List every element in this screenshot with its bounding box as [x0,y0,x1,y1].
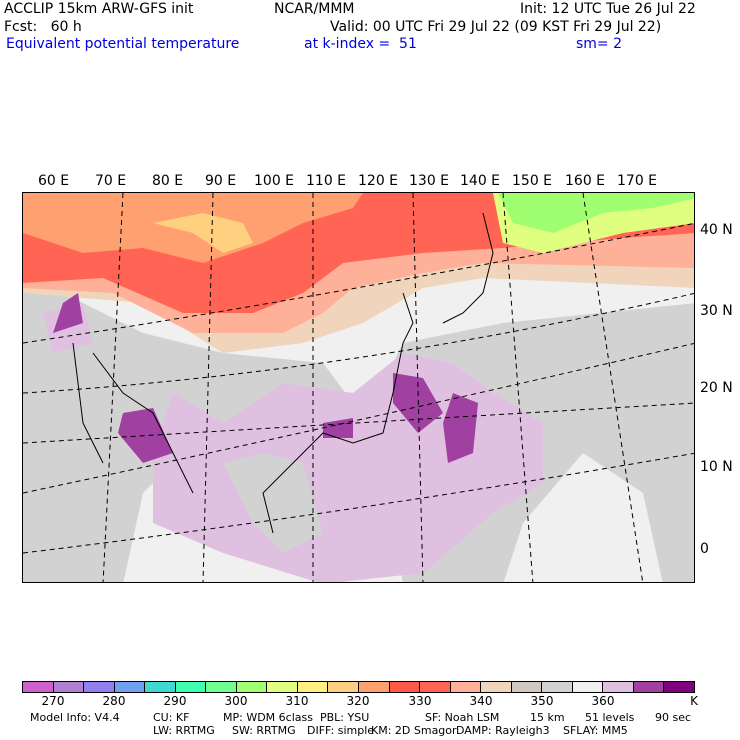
lat-label: 10 N [700,459,733,475]
colorbar-swatch [53,682,85,692]
lon-label: 90 E [205,173,237,189]
colorbar-swatch [175,682,207,692]
colorbar-tick: 270 [41,694,65,708]
colorbar-swatch [450,682,482,692]
colorbar-swatch [389,682,421,692]
purple-core [53,293,478,463]
footer-info: LW: RRTMG [153,724,215,737]
init-time: Init: 12 UTC Tue 26 Jul 22 [520,1,696,17]
theta-e-map [22,192,695,583]
colorbar-swatch [23,682,54,692]
colorbar-swatch [664,682,695,692]
colorbar-swatch [420,682,451,692]
colorbar-unit: K [690,694,698,708]
level-label: at k-index = 51 [304,36,417,52]
colorbar-swatch [542,682,573,692]
footer-info: MP: WDM 6class [223,711,313,724]
org-label: NCAR/MMM [274,1,355,17]
footer-info: DIFF: simple [307,724,375,737]
field-name: Equivalent potential temperature [6,36,240,52]
lat-label: 20 N [700,380,733,396]
lon-label: 110 E [306,173,347,189]
colorbar-swatch [84,682,115,692]
colorbar-tick: 330 [408,694,432,708]
colorbar-tick: 320 [346,694,370,708]
footer-info: 51 levels [585,711,635,724]
footer-info: SFLAY: MM5 [563,724,628,737]
lon-label: 120 E [358,173,399,189]
graticule [23,193,694,582]
colorbar-tick: 310 [285,694,309,708]
coastlines [72,212,494,534]
colorbar [22,681,695,693]
footer-info: 15 km [530,711,565,724]
footer-info: CU: KF [153,711,190,724]
footer-info: Model Info: V4.4 [30,711,120,724]
lon-label: 160 E [565,173,606,189]
smoothing-label: sm= 2 [576,36,623,52]
green-region [498,193,694,233]
forecast-hour: Fcst: 60 h [4,19,82,35]
colorbar-swatch [114,682,146,692]
colorbar-tick: 350 [530,694,554,708]
colorbar-swatch [603,682,634,692]
colorbar-swatch [206,682,237,692]
lon-label: 70 E [95,173,127,189]
colorbar-swatch [267,682,298,692]
footer-info: 90 sec [655,711,692,724]
colorbar-swatch [511,682,543,692]
colorbar-swatch [572,682,604,692]
colorbar-tick: 290 [163,694,187,708]
map-canvas [23,193,694,582]
lon-label: 60 E [38,173,70,189]
footer-info: DAMP: Rayleigh3 [456,724,550,737]
colorbar-tick: 340 [469,694,493,708]
lon-label: 130 E [409,173,450,189]
lon-label: 150 E [512,173,553,189]
lon-label: 170 E [617,173,658,189]
colorbar-tick: 280 [102,694,126,708]
model-title: ACCLIP 15km ARW-GFS init [4,1,194,17]
lon-label: 100 E [254,173,295,189]
colorbar-tick: 300 [224,694,248,708]
lat-label: 30 N [700,303,733,319]
footer-info: KM: 2D Smagor [371,724,457,737]
colorbar-swatch [359,682,390,692]
lavender-region [153,353,543,582]
colorbar-swatch [145,682,176,692]
valid-time: Valid: 00 UTC Fri 29 Jul 22 (09 KST Fri … [330,19,662,35]
colorbar-swatch [297,682,329,692]
colorbar-swatch [633,682,665,692]
lat-label: 40 N [700,222,733,238]
land-patch [223,453,323,553]
footer-info: SF: Noah LSM [425,711,500,724]
footer-info: PBL: YSU [320,711,370,724]
yellow-region [153,213,253,253]
colorbar-tick: 360 [591,694,615,708]
colorbar-swatch [328,682,360,692]
colorbar-swatch [236,682,268,692]
footer-info: SW: RRTMG [232,724,296,737]
lon-label: 140 E [460,173,501,189]
colorbar-swatch [481,682,512,692]
lon-label: 80 E [152,173,184,189]
lat-label: 0 [700,541,709,557]
